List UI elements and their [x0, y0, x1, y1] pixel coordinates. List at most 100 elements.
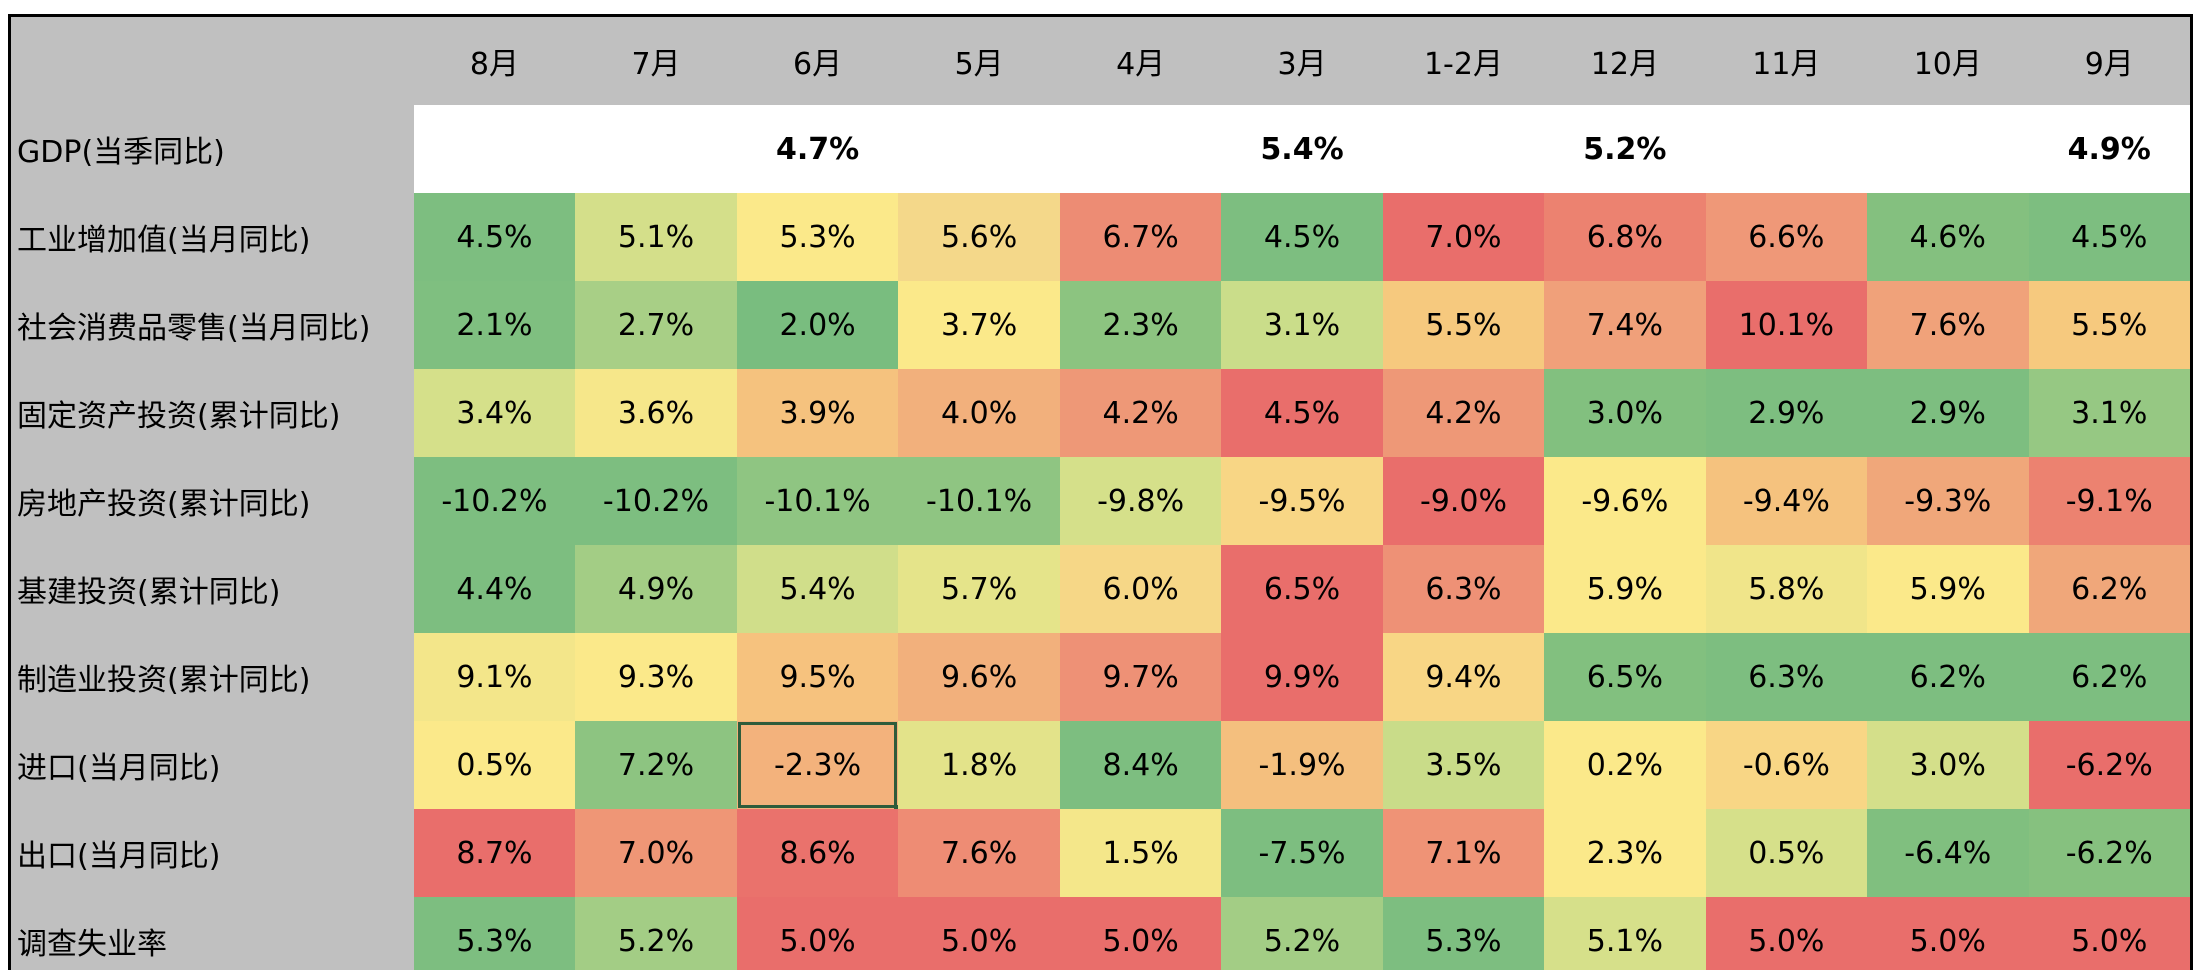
data-cell[interactable]: -9.1%	[2028, 457, 2190, 545]
data-cell[interactable]: 4.7%	[736, 105, 899, 193]
data-cell[interactable]: -7.5%	[1221, 809, 1383, 897]
data-cell[interactable]: 3.9%	[736, 369, 899, 457]
data-cell[interactable]: 2.1%	[413, 281, 576, 369]
data-cell[interactable]: 4.5%	[413, 193, 576, 281]
data-cell[interactable]: 7.0%	[1382, 193, 1545, 281]
data-cell[interactable]: -9.5%	[1221, 457, 1383, 545]
data-cell[interactable]: 2.7%	[575, 281, 737, 369]
data-cell[interactable]: 0.5%	[413, 721, 576, 809]
data-cell[interactable]: 9.9%	[1221, 633, 1383, 721]
data-cell[interactable]: 1.8%	[898, 721, 1060, 809]
data-cell[interactable]: 6.2%	[2028, 545, 2190, 633]
data-cell[interactable]: 6.3%	[1382, 545, 1545, 633]
data-cell[interactable]: -9.6%	[1544, 457, 1706, 545]
data-cell[interactable]: -9.0%	[1382, 457, 1545, 545]
data-cell[interactable]: 5.3%	[736, 193, 899, 281]
data-cell[interactable]: 3.0%	[1544, 369, 1706, 457]
data-cell[interactable]	[575, 105, 737, 193]
data-cell[interactable]	[1867, 105, 2029, 193]
data-cell[interactable]: 2.3%	[1544, 809, 1706, 897]
data-cell[interactable]: 4.6%	[1867, 193, 2029, 281]
data-cell[interactable]: 9.5%	[736, 633, 899, 721]
data-cell[interactable]: 10.1%	[1705, 281, 1868, 369]
data-cell[interactable]: 5.0%	[1867, 897, 2029, 970]
data-cell[interactable]: 2.9%	[1867, 369, 2029, 457]
data-cell[interactable]: 5.4%	[736, 545, 899, 633]
data-cell[interactable]: 8.4%	[1059, 721, 1222, 809]
data-cell[interactable]: 6.5%	[1221, 545, 1383, 633]
data-cell[interactable]: 6.0%	[1059, 545, 1222, 633]
data-cell[interactable]: 5.1%	[1544, 897, 1706, 970]
data-cell[interactable]	[1059, 105, 1222, 193]
data-cell[interactable]: 3.5%	[1382, 721, 1545, 809]
data-cell[interactable]: 5.2%	[1221, 897, 1383, 970]
data-cell[interactable]: 3.7%	[898, 281, 1060, 369]
row-label[interactable]: 制造业投资(累计同比)	[11, 633, 414, 721]
data-cell[interactable]: 3.1%	[2028, 369, 2190, 457]
data-cell[interactable]	[898, 105, 1060, 193]
data-cell[interactable]: 2.9%	[1705, 369, 1868, 457]
data-cell[interactable]: -0.6%	[1705, 721, 1868, 809]
data-cell[interactable]: 5.7%	[898, 545, 1060, 633]
data-cell[interactable]: 3.1%	[1221, 281, 1383, 369]
data-cell[interactable]: 3.4%	[413, 369, 576, 457]
data-cell[interactable]: 5.2%	[575, 897, 737, 970]
data-cell[interactable]: 4.2%	[1382, 369, 1545, 457]
column-header[interactable]: 11月	[1705, 17, 1868, 105]
data-cell[interactable]: 6.6%	[1705, 193, 1868, 281]
data-cell[interactable]: -10.1%	[898, 457, 1060, 545]
data-cell[interactable]: 2.0%	[736, 281, 899, 369]
data-cell[interactable]: 9.1%	[413, 633, 576, 721]
data-cell[interactable]: 5.0%	[1705, 897, 1868, 970]
data-cell[interactable]: 5.3%	[413, 897, 576, 970]
data-cell[interactable]: 5.1%	[575, 193, 737, 281]
data-cell[interactable]: 9.3%	[575, 633, 737, 721]
row-label[interactable]: 社会消费品零售(当月同比)	[11, 281, 414, 369]
data-cell[interactable]: 5.2%	[1544, 105, 1706, 193]
data-cell[interactable]: -10.2%	[413, 457, 576, 545]
data-cell[interactable]: 4.5%	[1221, 193, 1383, 281]
data-cell[interactable]: 8.7%	[413, 809, 576, 897]
data-cell[interactable]: 0.2%	[1544, 721, 1706, 809]
data-cell[interactable]: 9.7%	[1059, 633, 1222, 721]
column-header[interactable]: 3月	[1221, 17, 1383, 105]
row-label[interactable]: 基建投资(累计同比)	[11, 545, 414, 633]
data-cell[interactable]: 5.3%	[1382, 897, 1545, 970]
data-cell[interactable]: -9.8%	[1059, 457, 1222, 545]
data-cell[interactable]: 5.5%	[2028, 281, 2190, 369]
row-label[interactable]: 工业增加值(当月同比)	[11, 193, 414, 281]
data-cell[interactable]: 7.4%	[1544, 281, 1706, 369]
data-cell[interactable]: 7.6%	[898, 809, 1060, 897]
data-cell[interactable]: 3.6%	[575, 369, 737, 457]
data-cell[interactable]: 9.4%	[1382, 633, 1545, 721]
selected-cell[interactable]: -2.3%	[736, 721, 899, 809]
data-cell[interactable]: 2.3%	[1059, 281, 1222, 369]
data-cell[interactable]: 8.6%	[736, 809, 899, 897]
column-header[interactable]: 5月	[898, 17, 1060, 105]
data-cell[interactable]: -1.9%	[1221, 721, 1383, 809]
row-label[interactable]: 出口(当月同比)	[11, 809, 414, 897]
data-cell[interactable]: 6.8%	[1544, 193, 1706, 281]
row-label[interactable]: 房地产投资(累计同比)	[11, 457, 414, 545]
data-cell[interactable]: 4.5%	[2028, 193, 2190, 281]
data-cell[interactable]	[1382, 105, 1545, 193]
data-cell[interactable]: 5.9%	[1544, 545, 1706, 633]
corner-cell[interactable]	[11, 17, 414, 105]
data-cell[interactable]: 7.2%	[575, 721, 737, 809]
data-cell[interactable]: -10.2%	[575, 457, 737, 545]
data-cell[interactable]	[1705, 105, 1868, 193]
data-cell[interactable]: -6.2%	[2028, 809, 2190, 897]
data-cell[interactable]: 9.6%	[898, 633, 1060, 721]
data-cell[interactable]: 5.0%	[1059, 897, 1222, 970]
data-cell[interactable]: -10.1%	[736, 457, 899, 545]
column-header[interactable]: 6月	[736, 17, 899, 105]
data-cell[interactable]: 4.4%	[413, 545, 576, 633]
data-cell[interactable]: 5.4%	[1221, 105, 1383, 193]
column-header[interactable]: 1-2月	[1382, 17, 1545, 105]
data-cell[interactable]: -9.4%	[1705, 457, 1868, 545]
column-header[interactable]: 4月	[1059, 17, 1222, 105]
data-cell[interactable]: 1.5%	[1059, 809, 1222, 897]
data-cell[interactable]: 5.5%	[1382, 281, 1545, 369]
data-cell[interactable]: 5.0%	[2028, 897, 2190, 970]
data-cell[interactable]: 4.2%	[1059, 369, 1222, 457]
